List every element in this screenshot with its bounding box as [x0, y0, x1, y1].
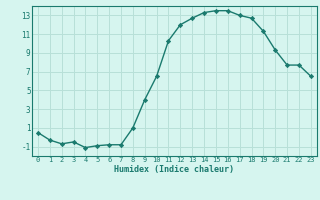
X-axis label: Humidex (Indice chaleur): Humidex (Indice chaleur) — [115, 165, 234, 174]
